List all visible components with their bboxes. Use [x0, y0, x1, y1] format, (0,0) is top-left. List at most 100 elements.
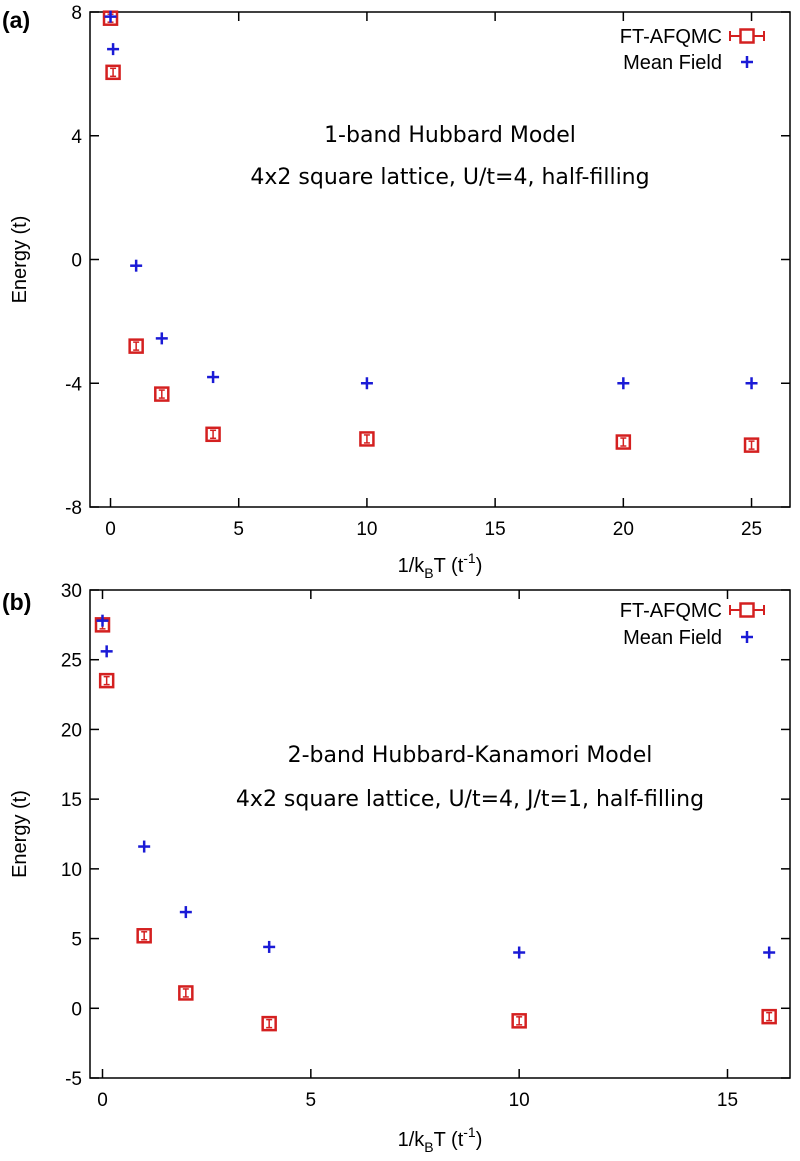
chart-panel-a: 0 5 10 15 20 25 -8 -4 0 4 8 (a) Energy (t) 1/kBT (t-1… [2, 3, 791, 581]
x-axis-label: 1/kBT (t-1) [398, 550, 483, 581]
x-tick-label: 5 [306, 1090, 317, 1111]
data-point [104, 10, 117, 23]
legend-marker [739, 28, 755, 44]
square-marker [154, 386, 170, 402]
square-marker [136, 928, 152, 944]
square-marker [261, 1015, 277, 1032]
data-point [263, 940, 276, 953]
y-tick-label: -4 [65, 374, 82, 395]
square-marker [105, 64, 121, 81]
y-axis-label: Energy (t) [9, 790, 31, 878]
x-tick-label: 0 [97, 1090, 108, 1111]
x-tick-label: 5 [233, 519, 244, 540]
data-point [100, 645, 113, 658]
x-tick-label: 15 [717, 1090, 738, 1111]
annotation-line-2: 4x2 square lattice, U/t=4, J/t=1, half-f… [236, 787, 704, 812]
square-marker [178, 985, 194, 1001]
square-marker [615, 434, 632, 450]
annotation-line-1: 2-band Hubbard-Kanamori Model [288, 743, 653, 768]
data-point [178, 985, 194, 1001]
y-tick-label: -5 [65, 1069, 82, 1090]
square-marker [743, 437, 760, 453]
x-tick-label: 25 [741, 519, 762, 540]
x-tick-label: 10 [509, 1090, 530, 1111]
y-tick-label: 8 [71, 3, 82, 24]
y-tick-label: 25 [61, 651, 82, 672]
y-tick-label: 30 [61, 581, 82, 602]
legend-marker [741, 631, 753, 643]
y-tick-label: 15 [61, 790, 82, 811]
y-tick-label: 4 [71, 127, 82, 148]
data-point [513, 946, 526, 959]
y-tick-label: -8 [65, 498, 82, 519]
series-mean-field [104, 10, 758, 390]
data-point [207, 371, 220, 384]
legend: FT-AFQMC Mean Field [620, 26, 765, 74]
data-point [205, 426, 221, 443]
legend-label: Mean Field [623, 627, 722, 649]
y-tick-label: 5 [71, 930, 82, 951]
data-point [105, 64, 121, 81]
x-axis-label-sup: -1 [463, 550, 476, 566]
x-axis-label-main: 1/k [398, 555, 426, 577]
square-marker [511, 1013, 527, 1029]
plot-frame [89, 11, 791, 508]
panel-label: (a) [2, 7, 30, 33]
x-tick-label: 20 [613, 519, 634, 540]
x-axis-label-end: ) [476, 1129, 483, 1151]
data-point [615, 434, 632, 450]
data-point [511, 1013, 527, 1029]
series-ft-afqmc [94, 617, 777, 1032]
y-axis-label: Energy (t) [9, 216, 31, 304]
data-point [96, 614, 109, 627]
legend-marker [739, 602, 755, 618]
data-point [107, 43, 120, 56]
x-axis-label-sup: -1 [463, 1124, 476, 1140]
data-point [155, 332, 168, 345]
plot-frame [89, 589, 791, 1079]
square-marker [359, 431, 375, 447]
data-point [617, 377, 630, 390]
x-tick-label: 15 [485, 519, 506, 540]
square-marker [98, 672, 115, 689]
square-marker [128, 338, 144, 354]
data-point [98, 672, 115, 689]
data-point [154, 386, 170, 402]
data-point [360, 377, 373, 390]
data-point [359, 431, 375, 447]
legend-label: FT-AFQMC [620, 600, 722, 622]
data-point [138, 840, 151, 853]
data-point [761, 1008, 777, 1025]
x-tick-label: 10 [356, 519, 377, 540]
panel-label: (b) [2, 589, 31, 615]
x-axis-label-end: ) [476, 555, 483, 577]
x-axis-label-main: 1/k [398, 1129, 426, 1151]
x-axis-label-mid: T (t [434, 555, 464, 577]
square-marker [761, 1008, 777, 1025]
data-point [745, 377, 758, 390]
data-point [128, 338, 144, 354]
data-point [179, 906, 192, 919]
annotation-line-2: 4x2 square lattice, U/t=4, half-filling [250, 165, 649, 190]
annotation-line-1: 1-band Hubbard Model [324, 123, 576, 148]
x-axis-label: 1/kBT (t-1) [398, 1124, 483, 1155]
square-marker [205, 426, 221, 443]
data-point [136, 928, 152, 944]
y-tick-label: 0 [71, 251, 82, 272]
chart-panel-b: 0 5 10 15 -5 0 5 10 15 20 25 30 (b) Energy (t) 1/kBT (… [2, 581, 791, 1155]
legend: FT-AFQMC Mean Field [620, 600, 765, 649]
legend-marker [741, 56, 753, 68]
legend-label: Mean Field [623, 52, 722, 74]
y-tick-label: 0 [71, 999, 82, 1020]
data-point [763, 946, 776, 959]
data-point [743, 437, 760, 453]
x-tick-label: 0 [105, 519, 116, 540]
series-mean-field [96, 614, 776, 959]
data-point [130, 259, 143, 272]
legend-label: FT-AFQMC [620, 26, 722, 48]
data-point [261, 1015, 277, 1032]
x-axis-label-mid: T (t [434, 1129, 464, 1151]
x-axis-label-sub: B [424, 565, 433, 581]
x-axis-label-sub: B [424, 1139, 433, 1155]
